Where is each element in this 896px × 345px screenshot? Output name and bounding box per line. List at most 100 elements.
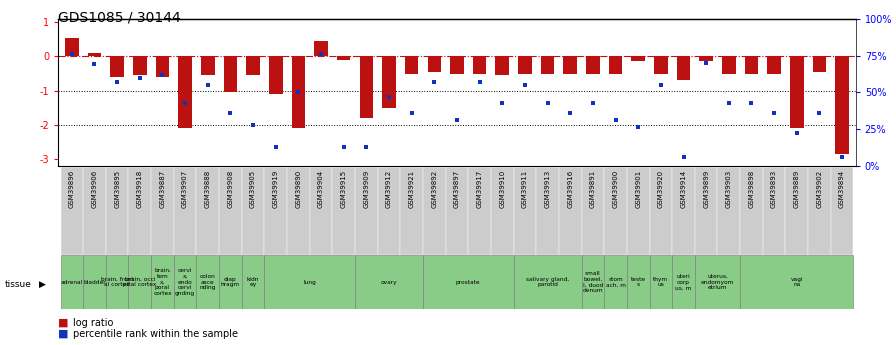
Text: percentile rank within the sample: percentile rank within the sample	[73, 329, 238, 339]
Text: GSM39918: GSM39918	[137, 170, 142, 208]
Bar	[156, 57, 169, 77]
Text: adrenal: adrenal	[61, 279, 83, 285]
Bar	[835, 57, 849, 154]
Bar	[427, 57, 441, 72]
Text: GDS1085 / 30144: GDS1085 / 30144	[58, 10, 181, 24]
Bar	[676, 57, 690, 80]
Bar	[586, 57, 599, 73]
Bar	[310, 167, 332, 255]
Text: GSM39906: GSM39906	[91, 170, 98, 208]
Bar	[401, 167, 423, 255]
Text: GSM39897: GSM39897	[454, 170, 460, 208]
Text: GSM39899: GSM39899	[703, 170, 709, 208]
Text: GSM39890: GSM39890	[296, 170, 301, 208]
Bar	[559, 167, 582, 255]
Bar	[291, 57, 306, 128]
Text: GSM39889: GSM39889	[794, 170, 800, 208]
Bar	[65, 38, 79, 57]
Bar	[786, 167, 808, 255]
Text: GSM39903: GSM39903	[726, 170, 732, 208]
Bar	[378, 167, 401, 255]
Text: kidn
ey: kidn ey	[247, 277, 259, 287]
Text: GSM39887: GSM39887	[159, 170, 166, 208]
Text: GSM39894: GSM39894	[839, 170, 845, 208]
Bar	[604, 255, 627, 309]
Text: ■: ■	[58, 329, 69, 339]
Bar	[604, 167, 627, 255]
Text: log ratio: log ratio	[73, 318, 114, 327]
Text: GSM39917: GSM39917	[477, 170, 483, 208]
Bar	[151, 167, 174, 255]
Bar	[423, 255, 513, 309]
Bar	[264, 167, 287, 255]
Bar	[762, 167, 786, 255]
Text: GSM39913: GSM39913	[545, 170, 550, 208]
Bar	[650, 255, 672, 309]
Bar	[174, 167, 196, 255]
Bar	[722, 57, 736, 73]
Text: tissue: tissue	[4, 280, 31, 289]
Text: GSM39905: GSM39905	[250, 170, 256, 208]
Text: GSM39912: GSM39912	[386, 170, 392, 208]
Bar	[128, 255, 151, 309]
Text: diap
hragm: diap hragm	[220, 277, 240, 287]
Bar	[694, 255, 740, 309]
Text: GSM39898: GSM39898	[748, 170, 754, 208]
Bar	[790, 57, 804, 128]
Text: ovary: ovary	[381, 279, 397, 285]
Bar	[269, 57, 282, 94]
Bar	[88, 53, 101, 57]
Text: teste
s: teste s	[631, 277, 646, 287]
Bar	[264, 255, 355, 309]
Text: stom
ach, m: stom ach, m	[606, 277, 625, 287]
Bar	[224, 57, 237, 92]
Text: brain,
tem
x,
poral
cortex: brain, tem x, poral cortex	[153, 268, 172, 296]
Text: GSM39910: GSM39910	[499, 170, 505, 208]
Bar	[513, 167, 536, 255]
Bar	[672, 167, 694, 255]
Text: GSM39895: GSM39895	[114, 170, 120, 208]
Text: GSM39920: GSM39920	[658, 170, 664, 208]
Bar	[650, 167, 672, 255]
Text: uteri
corp
us, m: uteri corp us, m	[676, 274, 692, 290]
Text: GSM39916: GSM39916	[567, 170, 573, 208]
Text: GSM39914: GSM39914	[680, 170, 686, 208]
Bar	[608, 57, 623, 73]
Bar	[582, 255, 604, 309]
Text: GSM39901: GSM39901	[635, 170, 642, 208]
Bar	[627, 255, 650, 309]
Text: colon
asce
nding: colon asce nding	[200, 274, 216, 290]
Text: GSM39911: GSM39911	[522, 170, 528, 208]
Bar	[246, 57, 260, 75]
Text: GSM39919: GSM39919	[272, 170, 279, 208]
Bar	[694, 167, 718, 255]
Bar	[61, 255, 83, 309]
Bar	[831, 167, 853, 255]
Bar	[632, 57, 645, 61]
Bar	[220, 167, 242, 255]
Bar	[767, 57, 781, 73]
Text: GSM39888: GSM39888	[205, 170, 211, 208]
Bar	[196, 167, 220, 255]
Bar	[491, 167, 513, 255]
Text: GSM39893: GSM39893	[771, 170, 777, 208]
Bar	[495, 57, 509, 75]
Text: ▶: ▶	[39, 280, 47, 289]
Bar	[700, 57, 713, 61]
Bar	[220, 255, 242, 309]
Bar	[740, 255, 853, 309]
Bar	[541, 57, 555, 73]
Bar	[355, 255, 423, 309]
Text: GSM39907: GSM39907	[182, 170, 188, 208]
Text: GSM39915: GSM39915	[340, 170, 347, 208]
Bar	[536, 167, 559, 255]
Bar	[61, 167, 83, 255]
Bar	[242, 167, 264, 255]
Bar	[564, 57, 577, 73]
Bar	[83, 255, 106, 309]
Text: brain, front
al cortex: brain, front al cortex	[101, 277, 134, 287]
Bar	[450, 57, 464, 73]
Bar	[242, 255, 264, 309]
Text: GSM39900: GSM39900	[613, 170, 618, 208]
Text: vagi
na: vagi na	[790, 277, 803, 287]
